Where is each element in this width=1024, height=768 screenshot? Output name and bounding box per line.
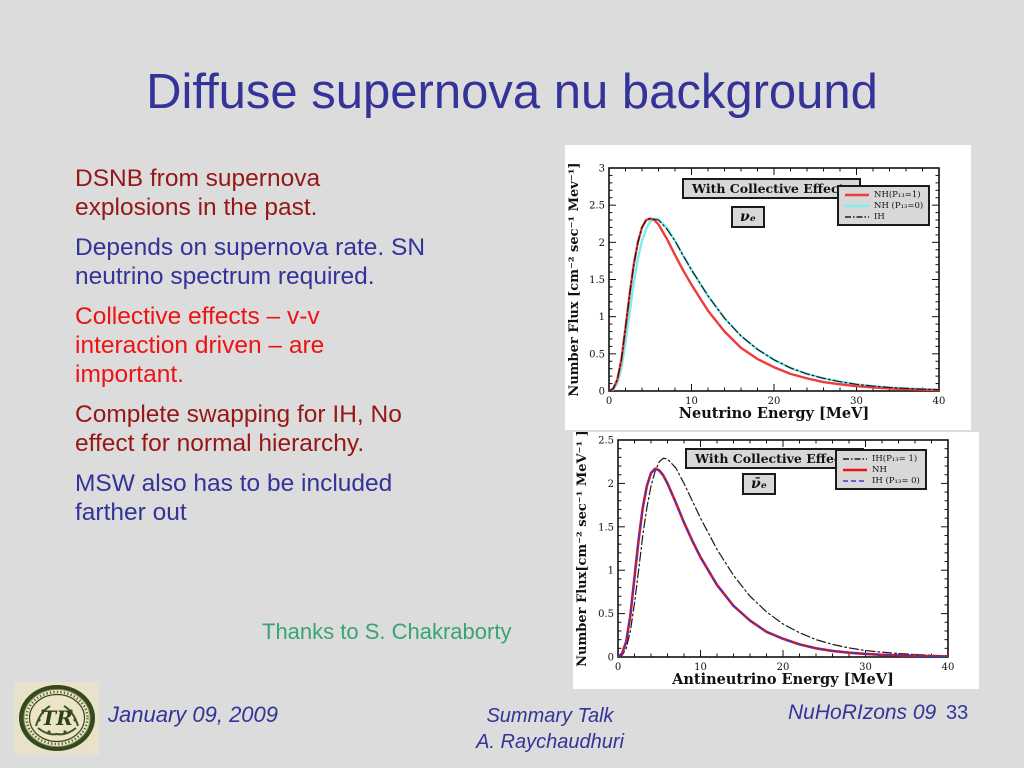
chart-antineutrino-flux: 0 10 20 30 40 0 0.5 1 1.5 2 2.5 Antineutrino Energy… — [573, 432, 979, 689]
nu-e-bar-label: ν̄ₑ — [742, 473, 776, 495]
footer-conference: NuHoRIzons 09 — [788, 701, 937, 724]
footer-talk: Summary Talk A. Raychaudhuri — [425, 703, 675, 755]
svg-text:20: 20 — [777, 662, 790, 673]
bullet-supernova-rate: Depends on supernova rate. SN neutrino s… — [75, 234, 426, 290]
bullet-swapping: Complete swapping for IH, No effect for … — [75, 401, 402, 457]
svg-text:10: 10 — [694, 662, 707, 673]
chart0-legend: NH(P₁₃=1) NH (P₁₃=0) IH — [837, 185, 931, 226]
bullet-collective-effects: Collective effects – v-v interaction dri… — [75, 303, 325, 388]
institute-seal-icon: TR — [19, 685, 95, 751]
chart-neutrino-flux: 0 10 20 30 40 0 0.5 1 1.5 2 2.5 3 Neutrino Energy [M… — [565, 145, 971, 430]
svg-text:0: 0 — [606, 396, 612, 407]
svg-text:30: 30 — [859, 662, 872, 673]
svg-text:20: 20 — [768, 396, 781, 407]
svg-text:40: 40 — [933, 396, 946, 407]
footer-date: January 09, 2009 — [108, 702, 279, 727]
legend-entry: IH (P₁₃= 0) — [842, 475, 920, 486]
svg-text:Number Flux [cm⁻² sec⁻¹ Mev⁻¹]: Number Flux [cm⁻² sec⁻¹ Mev⁻¹] — [567, 162, 582, 396]
bullet-list: DSNB from supernova explosions in the pa… — [75, 164, 565, 538]
svg-text:2: 2 — [608, 479, 614, 490]
legend-label: IH — [874, 211, 885, 222]
svg-text:0.5: 0.5 — [598, 609, 614, 620]
svg-text:30: 30 — [850, 396, 863, 407]
slide-title: Diffuse supernova nu background — [146, 65, 878, 119]
svg-text:0.5: 0.5 — [589, 349, 605, 360]
legend-entry: NH(P₁₃=1) — [844, 189, 923, 200]
legend-entry: IH — [844, 211, 923, 222]
svg-text:0: 0 — [608, 653, 614, 664]
credit-text: Thanks to S. Chakraborty — [262, 619, 512, 644]
svg-text:2: 2 — [599, 238, 605, 249]
legend-label: NH (P₁₃=0) — [874, 200, 924, 211]
legend-label: NH — [872, 464, 887, 475]
legend-label: IH(P₁₃= 1) — [872, 453, 918, 464]
neutrino-flux-plot: 0 10 20 30 40 0 0.5 1 1.5 2 2.5 3 Neutrino Energy [M… — [567, 162, 946, 422]
bullet-msw: MSW also has to be included farther out — [75, 470, 393, 526]
legend-entry: IH(P₁₃= 1) — [842, 453, 920, 464]
bullet-dsnb: DSNB from supernova explosions in the pa… — [75, 165, 321, 221]
institute-logo: TR — [14, 682, 99, 755]
svg-text:Neutrino Energy [MeV]: Neutrino Energy [MeV] — [679, 405, 869, 422]
page-number: 33 — [946, 702, 969, 724]
svg-text:2.5: 2.5 — [598, 436, 614, 447]
svg-text:3: 3 — [599, 164, 605, 175]
legend-entry: NH (P₁₃=0) — [844, 200, 923, 211]
svg-text:1.5: 1.5 — [598, 522, 614, 533]
svg-text:Antineutrino Energy [MeV]: Antineutrino Energy [MeV] — [671, 671, 894, 688]
legend-label: IH (P₁₃= 0) — [872, 475, 920, 486]
svg-text:2.5: 2.5 — [589, 201, 605, 212]
antineutrino-flux-plot: 0 10 20 30 40 0 0.5 1 1.5 2 2.5 Antineutrino Energy… — [575, 432, 955, 688]
chart1-title-box: With Collective Effects — [685, 448, 865, 469]
svg-text:40: 40 — [942, 662, 955, 673]
chart0-title-box: With Collective Effects — [682, 178, 862, 199]
footer-speaker: A. Raychaudhuri — [476, 731, 624, 753]
chart1-legend: IH(P₁₃= 1) NH IH (P₁₃= 0) — [835, 449, 927, 490]
svg-text:TR: TR — [41, 706, 73, 730]
svg-text:1: 1 — [599, 312, 605, 323]
svg-text:1: 1 — [608, 566, 614, 577]
svg-text:1.5: 1.5 — [589, 275, 605, 286]
svg-text:0: 0 — [615, 662, 621, 673]
nu-e-label: νₑ — [731, 206, 765, 228]
svg-text:Number Flux[cm⁻² sec⁻¹ MeV⁻¹ ]: Number Flux[cm⁻² sec⁻¹ MeV⁻¹ ] — [575, 432, 590, 667]
legend-entry: NH — [842, 464, 920, 475]
svg-text:10: 10 — [685, 396, 698, 407]
svg-text:0: 0 — [599, 387, 605, 398]
footer-talk-title: Summary Talk — [486, 705, 614, 727]
legend-label: NH(P₁₃=1) — [874, 189, 921, 200]
